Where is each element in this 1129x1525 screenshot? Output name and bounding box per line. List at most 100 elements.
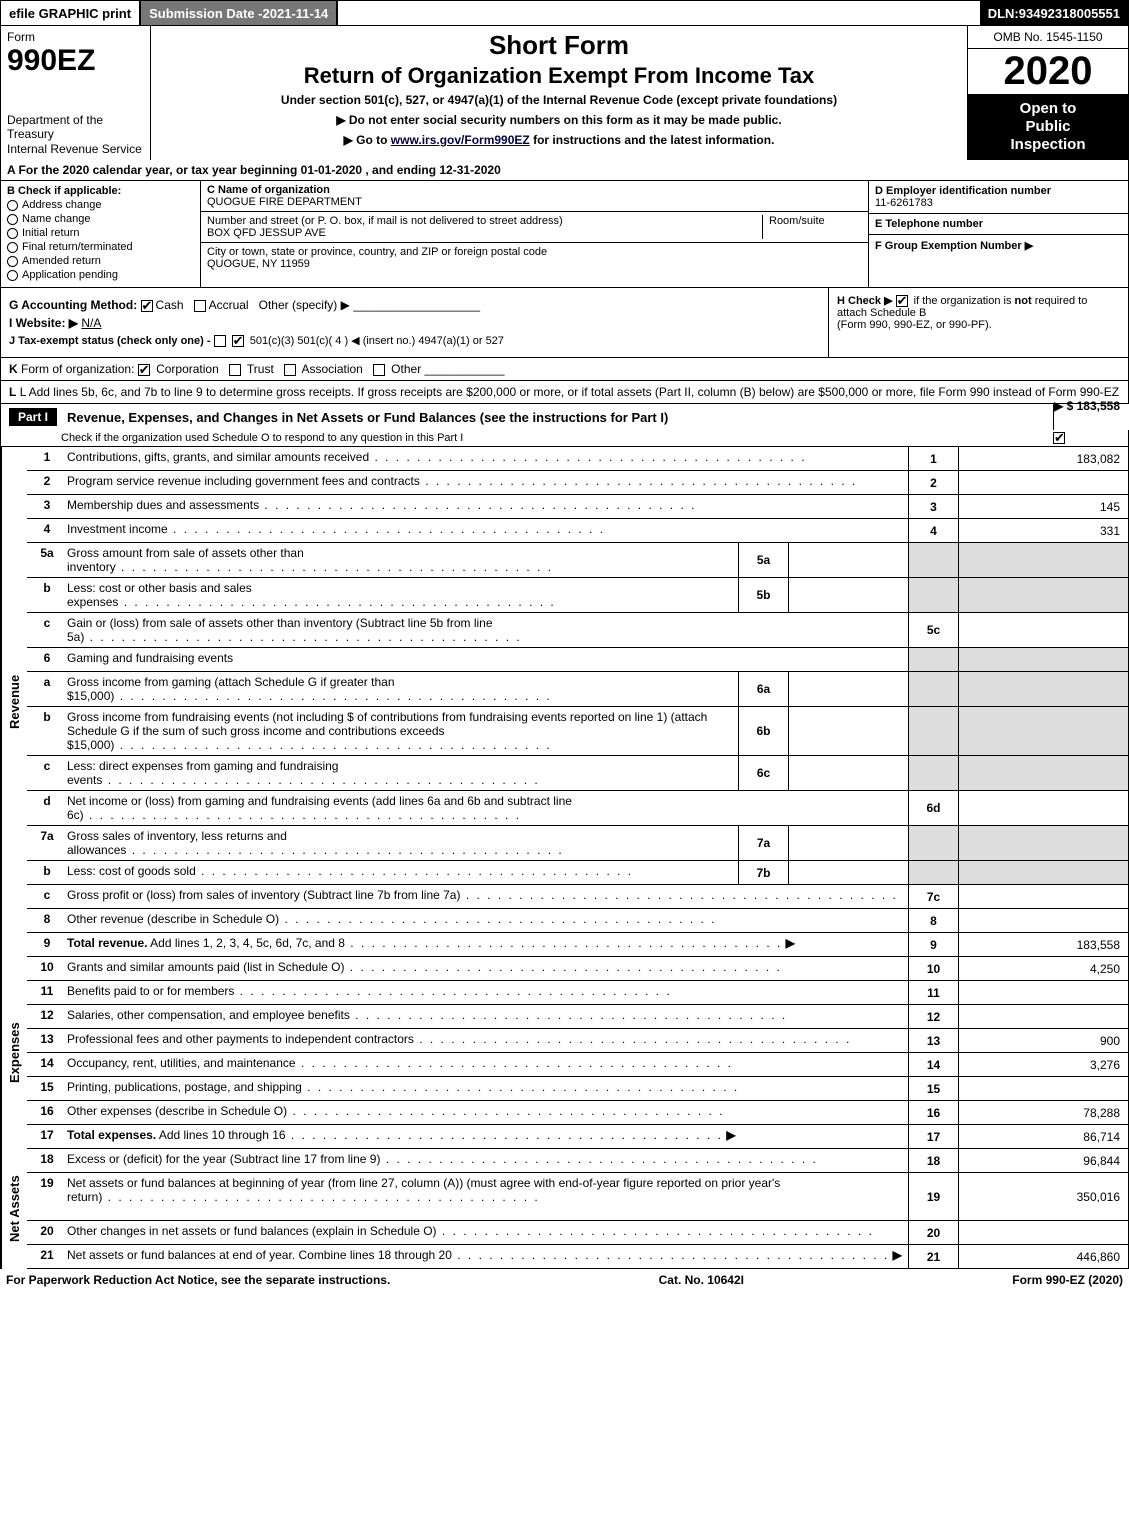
checkbox-icon — [7, 242, 18, 253]
result-line-number: 14 — [908, 1053, 958, 1076]
line-description: Other expenses (describe in Schedule O) — [67, 1101, 908, 1124]
result-value — [958, 707, 1128, 755]
rows-rev: 1Contributions, gifts, grants, and simil… — [27, 447, 1128, 957]
open-line3: Inspection — [972, 136, 1124, 154]
table-row: bLess: cost of goods sold7b — [27, 861, 1128, 885]
rows-exp: 10Grants and similar amounts paid (list … — [27, 957, 1128, 1149]
i-value: N/A — [81, 316, 101, 330]
line-number: 16 — [27, 1101, 67, 1124]
l-amt-val: 183,558 — [1077, 399, 1120, 413]
line-number: 8 — [27, 909, 67, 932]
result-value: 350,016 — [958, 1173, 1128, 1220]
line-number: 9 — [27, 933, 67, 956]
chk-501c[interactable] — [232, 335, 244, 347]
l-amount: ▶ $ 183,558 — [1054, 399, 1120, 413]
line-number: c — [27, 613, 67, 647]
sub-line-number: 6b — [738, 707, 788, 755]
line-description: Gross income from gaming (attach Schedul… — [67, 672, 738, 706]
table-row: 19Net assets or fund balances at beginni… — [27, 1173, 1128, 1221]
line-number: 11 — [27, 981, 67, 1004]
irs-link[interactable]: www.irs.gov/Form990EZ — [391, 133, 530, 147]
result-value: 183,082 — [958, 447, 1128, 470]
line-description: Other changes in net assets or fund bala… — [67, 1221, 908, 1244]
line-description: Professional fees and other payments to … — [67, 1029, 908, 1052]
col-h: H Check ▶ if the organization is not req… — [828, 288, 1128, 357]
table-row: 21Net assets or fund balances at end of … — [27, 1245, 1128, 1269]
table-row: 3Membership dues and assessments3145 — [27, 495, 1128, 519]
side-label-net: Net Assets — [1, 1149, 27, 1269]
line-number: 10 — [27, 957, 67, 980]
chk-accrual[interactable] — [194, 300, 206, 312]
result-value — [958, 672, 1128, 706]
result-line-number: 3 — [908, 495, 958, 518]
e-phone: E Telephone number — [869, 214, 1128, 235]
result-value — [958, 981, 1128, 1004]
chk-address-change[interactable]: Address change — [7, 199, 194, 211]
result-value — [958, 543, 1128, 577]
result-value — [958, 648, 1128, 671]
line-number: 20 — [27, 1221, 67, 1244]
line-number: 19 — [27, 1173, 67, 1220]
result-value: 183,558 — [958, 933, 1128, 956]
table-row: aGross income from gaming (attach Schedu… — [27, 672, 1128, 707]
dept-line1: Department of the Treasury — [7, 113, 144, 142]
rows-net: 18Excess or (deficit) for the year (Subt… — [27, 1149, 1128, 1269]
result-value — [958, 1005, 1128, 1028]
line-description: Program service revenue including govern… — [67, 471, 908, 494]
checkbox-icon — [7, 200, 18, 211]
line-number: 15 — [27, 1077, 67, 1100]
chk-other-org[interactable] — [373, 364, 385, 376]
goto-pre: ▶ Go to — [344, 133, 391, 147]
chk-association[interactable] — [284, 364, 296, 376]
line-description: Benefits paid to or for members — [67, 981, 908, 1004]
footer-left: For Paperwork Reduction Act Notice, see … — [6, 1273, 390, 1287]
department: Department of the Treasury Internal Reve… — [7, 113, 144, 156]
line-number: b — [27, 861, 67, 884]
d-value: 11-6261783 — [875, 197, 1122, 209]
table-row: cGain or (loss) from sale of assets othe… — [27, 613, 1128, 648]
result-line-number: 8 — [908, 909, 958, 932]
header-left: Form 990EZ Department of the Treasury In… — [1, 26, 151, 160]
chk-h[interactable] — [896, 295, 908, 307]
line-description: Gross profit or (loss) from sales of inv… — [67, 885, 908, 908]
footer-right: Form 990-EZ (2020) — [1012, 1273, 1123, 1287]
line-number: 7a — [27, 826, 67, 860]
chk-trust[interactable] — [229, 364, 241, 376]
line-description: Printing, publications, postage, and shi… — [67, 1077, 908, 1100]
chk-cash[interactable] — [141, 300, 153, 312]
footer-center: Cat. No. 10642I — [659, 1273, 744, 1287]
open-to-public: Open to Public Inspection — [968, 94, 1128, 160]
side-label-rev: Revenue — [1, 447, 27, 957]
chk-amended-return[interactable]: Amended return — [7, 255, 194, 267]
chk-schedule-o[interactable] — [1053, 432, 1065, 444]
checkbox-icon — [7, 256, 18, 267]
efile-print[interactable]: efile GRAPHIC print — [1, 1, 141, 25]
row-street: Number and street (or P. O. box, if mail… — [201, 212, 868, 243]
result-value — [958, 885, 1128, 908]
chk-501c3[interactable] — [214, 335, 226, 347]
table-row: 18Excess or (deficit) for the year (Subt… — [27, 1149, 1128, 1173]
chk-final-return[interactable]: Final return/terminated — [7, 241, 194, 253]
arrow-icon: ▶ — [889, 1248, 902, 1262]
chk-label: Application pending — [22, 269, 118, 281]
result-value — [958, 613, 1128, 647]
dept-line2: Internal Revenue Service — [7, 142, 144, 156]
col-c-name-address: C Name of organization QUOGUE FIRE DEPAR… — [201, 181, 868, 287]
part1-sub: Check if the organization used Schedule … — [0, 430, 1129, 447]
f-label: F Group Exemption Number ▶ — [875, 239, 1122, 252]
line-description: Total revenue. Add lines 1, 2, 3, 4, 5c,… — [67, 933, 908, 956]
sub-line-number: 6a — [738, 672, 788, 706]
chk-name-change[interactable]: Name change — [7, 213, 194, 225]
line-number: 13 — [27, 1029, 67, 1052]
l-text: L Add lines 5b, 6c, and 7b to line 9 to … — [20, 385, 1119, 399]
submission-date: Submission Date - 2021-11-14 — [141, 1, 338, 25]
chk-application-pending[interactable]: Application pending — [7, 269, 194, 281]
chk-initial-return[interactable]: Initial return — [7, 227, 194, 239]
table-row: 1Contributions, gifts, grants, and simil… — [27, 447, 1128, 471]
chk-corporation[interactable] — [138, 364, 150, 376]
result-line-number — [908, 861, 958, 884]
header-right: OMB No. 1545-1150 2020 Open to Public In… — [968, 26, 1128, 160]
line-number: a — [27, 672, 67, 706]
line-number: b — [27, 578, 67, 612]
table-row: 7aGross sales of inventory, less returns… — [27, 826, 1128, 861]
